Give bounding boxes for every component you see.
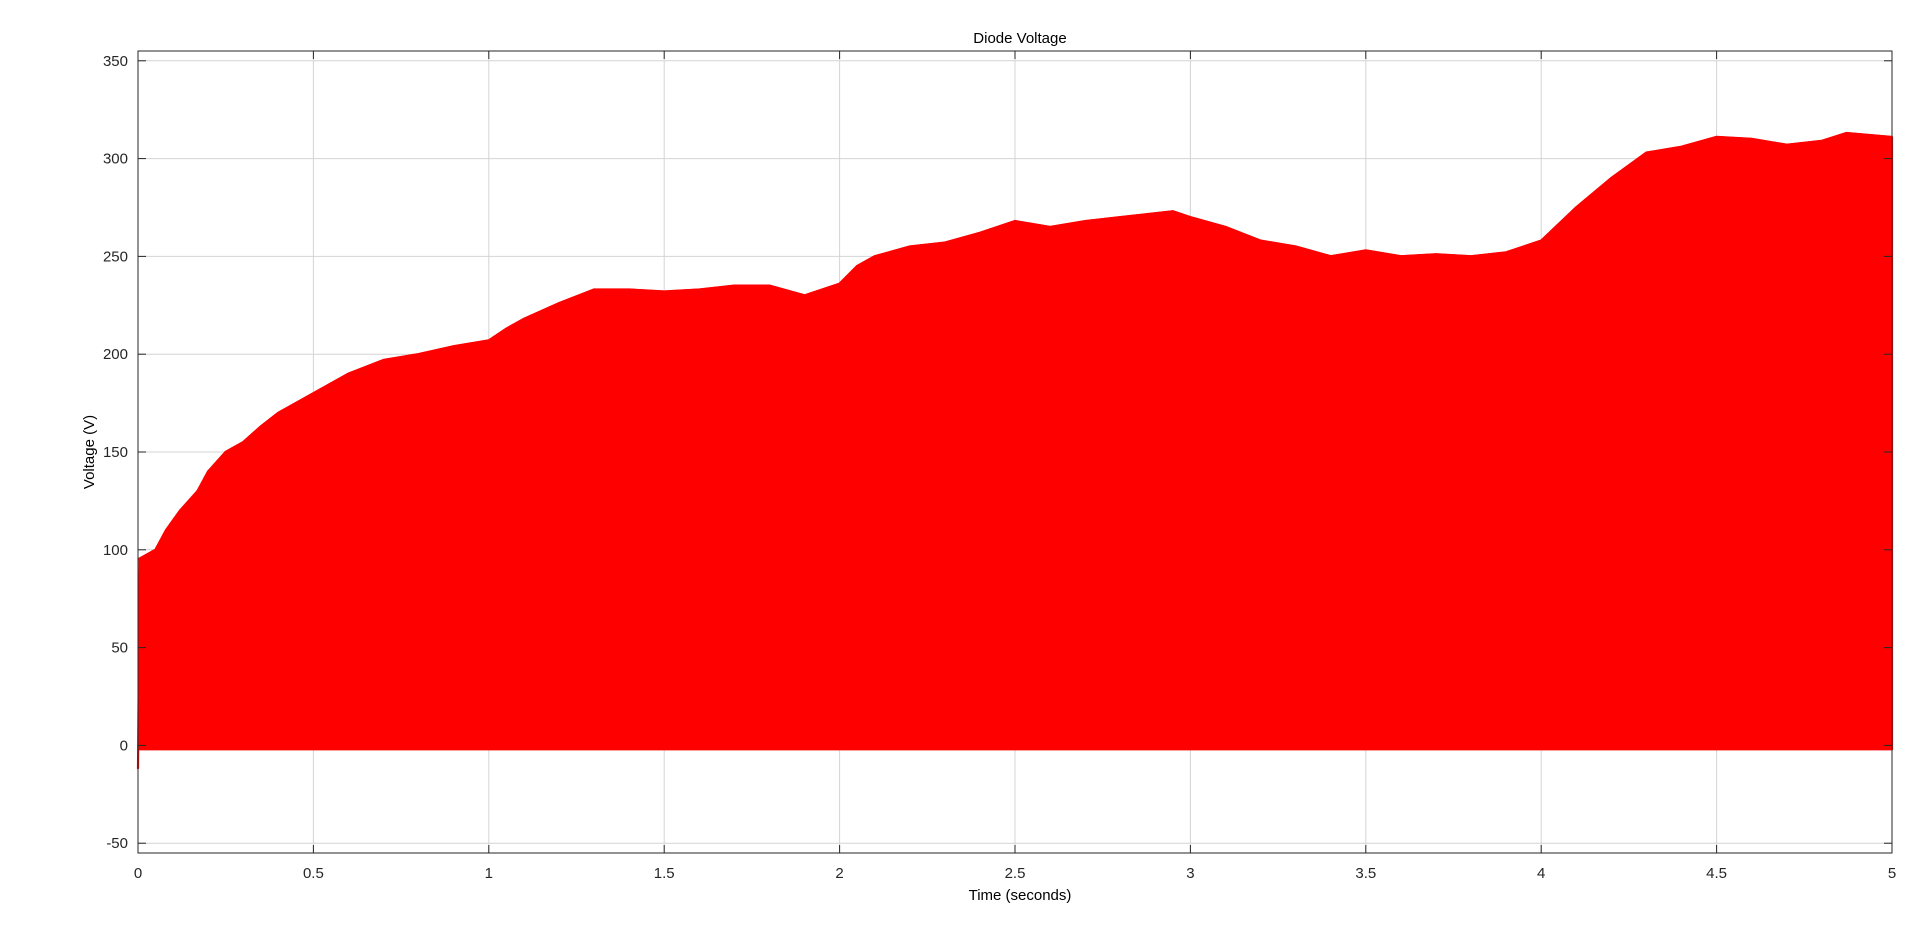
y-tick-label: 0 <box>120 737 128 754</box>
x-tick-label: 0 <box>134 865 142 882</box>
x-tick-label: 5 <box>1888 865 1896 882</box>
x-tick-label: 4.5 <box>1706 865 1727 882</box>
x-tick-label: 2 <box>835 865 843 882</box>
plot-frame <box>137 50 1893 854</box>
x-tick-label: 3.5 <box>1355 865 1376 882</box>
tick-labels: 0 0.5 1 1.5 2 2.5 3 3.5 4 4.5 5 -50 0 50 100 150 200 250 3… <box>103 53 1896 882</box>
y-tick-label: 50 <box>111 640 128 657</box>
x-tick-label: 4 <box>1537 865 1545 882</box>
x-tick-label: 1 <box>485 865 493 882</box>
y-tick-label: 100 <box>103 542 128 559</box>
series-layer <box>136 131 1894 769</box>
y-tick-label: 250 <box>103 248 128 265</box>
y-axis-label: Voltage (V) <box>81 415 98 489</box>
series-peak-envelope <box>137 131 1893 561</box>
x-tick-label: 2.5 <box>1005 865 1026 882</box>
x-tick-label: 0.5 <box>303 865 324 882</box>
series-line-diode-voltage <box>136 132 1894 769</box>
x-tick-label: 3 <box>1186 865 1194 882</box>
plot-border <box>137 50 1893 854</box>
y-tick-label: 150 <box>103 444 128 461</box>
x-axis-label: Time (seconds) <box>969 887 1072 904</box>
y-tick-label: -50 <box>106 835 128 852</box>
chart-title: Diode Voltage <box>973 30 1066 47</box>
y-tick-label: 300 <box>103 151 128 168</box>
y-tick-label: 350 <box>103 53 128 70</box>
x-tick-label: 1.5 <box>654 865 675 882</box>
y-tick-label: 200 <box>103 346 128 363</box>
